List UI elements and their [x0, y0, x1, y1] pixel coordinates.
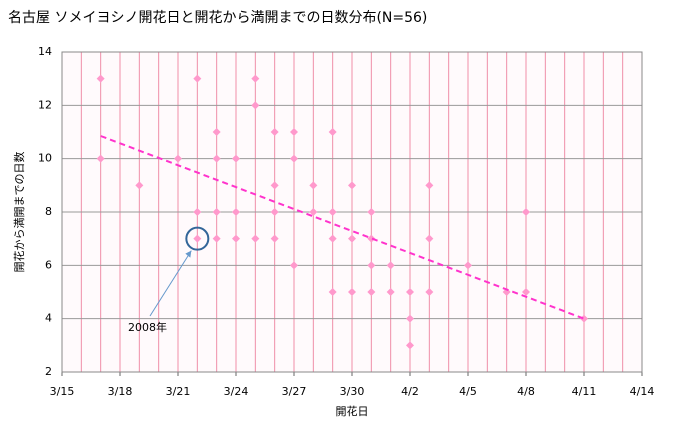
- trend-line: [100, 135, 585, 320]
- point: [464, 261, 472, 270]
- point: [251, 101, 260, 110]
- y-tick-label: 2: [45, 365, 52, 378]
- point: [348, 288, 356, 296]
- annotation-text: 2008年: [128, 320, 167, 334]
- point: [251, 74, 260, 83]
- point: [232, 234, 240, 243]
- point: [580, 314, 588, 323]
- point: [522, 288, 530, 296]
- point: [328, 234, 337, 243]
- x-tick-label: 3/18: [108, 385, 133, 398]
- point: [522, 208, 530, 216]
- point: [406, 314, 414, 323]
- point: [502, 288, 511, 296]
- point: [367, 208, 376, 216]
- point: [367, 288, 376, 296]
- point: [270, 234, 279, 243]
- point: [135, 181, 144, 190]
- annotation-arrow: [149, 250, 192, 317]
- y-tick-label: 10: [38, 152, 52, 165]
- point: [290, 154, 298, 163]
- point: [96, 74, 105, 83]
- y-tick-label: 8: [45, 205, 52, 218]
- x-tick-label: 3/27: [282, 385, 307, 398]
- point: [406, 288, 414, 296]
- point: [348, 234, 356, 243]
- point: [232, 208, 240, 216]
- x-tick-label: 4/5: [459, 385, 477, 398]
- point: [309, 181, 318, 190]
- annotation-circle: [185, 226, 210, 251]
- point: [425, 181, 434, 190]
- x-tick-label: 3/30: [340, 385, 365, 398]
- point: [193, 208, 202, 216]
- x-tick-label: 3/24: [224, 385, 249, 398]
- point: [232, 154, 240, 163]
- point: [96, 154, 105, 163]
- point: [270, 128, 279, 136]
- point: [174, 154, 182, 163]
- x-tick-label: 3/21: [166, 385, 191, 398]
- point: [406, 341, 414, 350]
- chart-title: 名古屋 ソメイヨシノ開花日と開花から満開までの日数分布(N=56): [8, 10, 427, 26]
- point: [212, 208, 221, 216]
- point: [367, 234, 376, 243]
- y-tick-label: 12: [38, 98, 52, 111]
- point: [212, 234, 221, 243]
- point: [386, 288, 395, 296]
- x-tick-label: 4/11: [572, 385, 597, 398]
- point: [290, 261, 298, 270]
- y-axis-label: 開花から満開までの日数: [13, 152, 26, 273]
- point: [386, 261, 395, 270]
- x-tick-label: 4/2: [401, 385, 419, 398]
- point: [193, 234, 202, 243]
- point: [328, 288, 337, 296]
- point: [251, 234, 260, 243]
- y-tick-label: 4: [45, 312, 52, 325]
- x-tick-label: 4/14: [630, 385, 655, 398]
- point: [367, 261, 376, 270]
- point: [270, 181, 279, 190]
- point: [290, 128, 298, 136]
- point: [328, 128, 337, 136]
- point: [309, 208, 318, 216]
- point: [425, 288, 434, 296]
- x-tick-label: 3/15: [50, 385, 75, 398]
- point: [270, 208, 279, 216]
- y-tick-label: 6: [45, 258, 52, 271]
- point: [425, 234, 434, 243]
- point: [212, 128, 221, 136]
- y-tick-label: 14: [38, 45, 52, 58]
- point: [212, 154, 221, 163]
- point: [348, 181, 356, 190]
- x-axis-label: 開花日: [336, 405, 369, 418]
- point: [328, 208, 337, 216]
- point: [193, 74, 202, 83]
- x-tick-label: 4/8: [517, 385, 535, 398]
- plot-border: [61, 51, 643, 373]
- annotation-arrowhead: [185, 250, 192, 258]
